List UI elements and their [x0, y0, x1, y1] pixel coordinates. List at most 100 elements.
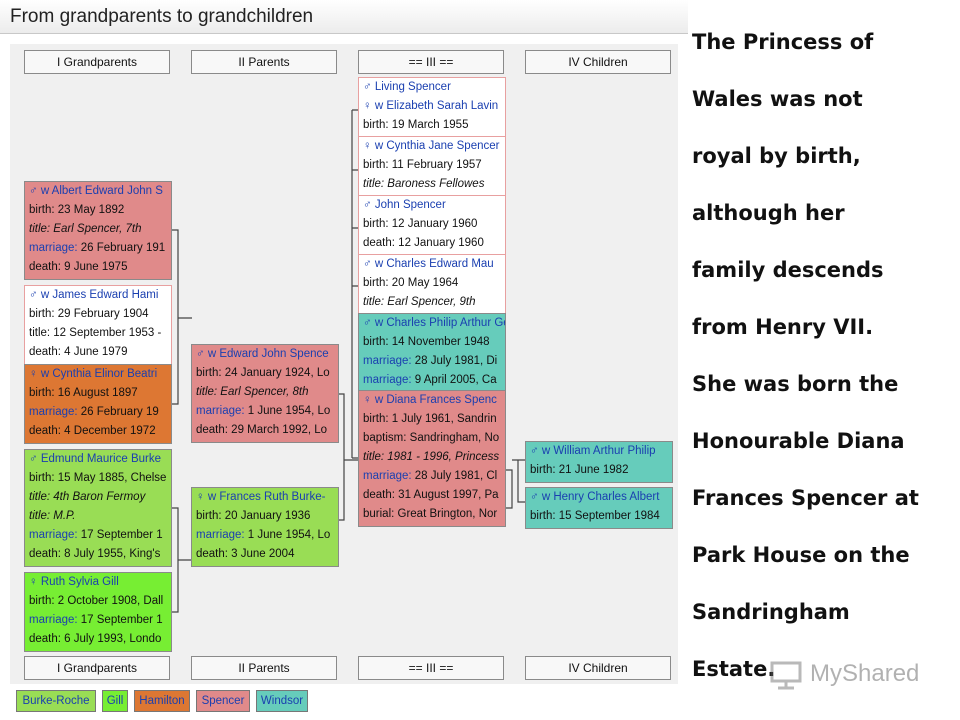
person-name[interactable]: ♀ w Frances Ruth Burke- — [196, 491, 326, 503]
header-parents: II Parents — [191, 50, 337, 74]
person-death: death: 12 January 1960 — [363, 237, 484, 249]
connector-siblings — [351, 109, 358, 459]
marriage-label: marriage: — [363, 470, 412, 482]
person-baptism: baptism: Sandringham, No — [363, 432, 500, 444]
caption-line: Honourable Diana — [692, 429, 905, 453]
marriage-value: 17 September 1 — [77, 614, 163, 626]
marriage-label: marriage: — [29, 406, 78, 418]
person-title: title: 4th Baron Fermoy — [29, 491, 146, 503]
marriage-label: marriage: — [363, 355, 412, 367]
marriage-value: 17 September 1 — [77, 529, 163, 541]
presentation-icon — [770, 661, 802, 690]
person-birth: birth: 23 May 1892 — [29, 204, 125, 216]
person-edward-john-spencer[interactable]: ♂ w Edward John Spence birth: 24 January… — [191, 344, 339, 443]
person-birth: birth: 16 August 1897 — [29, 387, 138, 399]
person-albert-edward-john[interactable]: ♂ w Albert Edward John S birth: 23 May 1… — [24, 181, 172, 280]
person-burial: burial: Great Brington, Nor — [363, 508, 498, 520]
header-generation-3: == III == — [358, 50, 504, 74]
marriage-label: marriage: — [29, 529, 78, 541]
person-birth: birth: 20 January 1936 — [196, 510, 311, 522]
person-title: title: Earl Spencer, 8th — [196, 386, 309, 398]
person-marriage: marriage: 26 February 191 — [25, 239, 171, 258]
person-name[interactable]: ♂ w James Edward Hami — [29, 289, 159, 301]
person-marriage: marriage: 28 July 1981, Cl — [359, 467, 505, 486]
person-death: death: 29 March 1992, Lo — [196, 424, 328, 436]
person-name[interactable]: ♂ w Edward John Spence — [196, 348, 329, 360]
chart-title: From grandparents to grandchildren — [10, 6, 314, 27]
marriage-label: marriage: — [29, 614, 78, 626]
person-marriage: marriage: 28 July 1981, Di — [359, 352, 505, 371]
header-children: IV Children — [525, 50, 671, 74]
person-marriage: marriage: 1 June 1954, Lo — [192, 526, 338, 545]
person-john-spencer[interactable]: ♂ John Spencer birth: 12 January 1960 de… — [358, 195, 506, 255]
person-william-arthur-philip[interactable]: ♂ w William Arthur Philip birth: 21 June… — [525, 441, 673, 483]
person-birth: birth: 29 February 1904 — [29, 308, 149, 320]
marriage-value: 1 June 1954, Lo — [244, 529, 331, 541]
footer-parents: II Parents — [191, 656, 337, 680]
marriage-label: marriage: — [196, 529, 245, 541]
person-name[interactable]: ♀ w Cynthia Elinor Beatri — [29, 368, 158, 380]
marriage-value: 28 July 1981, Cl — [411, 470, 498, 482]
marriage-label: marriage: — [196, 405, 245, 417]
person-marriage: marriage: 9 April 2005, Ca — [359, 371, 505, 390]
person-name[interactable]: ♂ w Charles Edward Mau — [363, 258, 494, 270]
marriage-label: marriage: — [363, 374, 412, 386]
legend-windsor: Windsor — [256, 690, 308, 712]
person-cynthia-elinor-beatrix[interactable]: ♀ w Cynthia Elinor Beatri birth: 16 Augu… — [24, 364, 172, 444]
caption-line: Estate. — [692, 657, 776, 681]
person-name[interactable]: ♂ Edmund Maurice Burke — [29, 453, 161, 465]
person-henry-charles-albert[interactable]: ♂ w Henry Charles Albert birth: 15 Septe… — [525, 487, 673, 529]
chart-title-bar: From grandparents to grandchildren — [0, 0, 688, 34]
legend-burke-roche: Burke-Roche — [16, 690, 96, 712]
person-birth: birth: 24 January 1924, Lo — [196, 367, 330, 379]
person-name[interactable]: ♂ w William Arthur Philip — [530, 445, 656, 457]
person-charles-edward-maurice[interactable]: ♂ w Charles Edward Mau birth: 20 May 196… — [358, 254, 506, 314]
person-name[interactable]: ♀ Ruth Sylvia Gill — [29, 576, 119, 588]
person-birth: birth: 19 March 1955 — [363, 119, 469, 131]
legend-gill: Gill — [102, 690, 128, 712]
person-birth: birth: 15 May 1885, Chelse — [29, 472, 167, 484]
person-death: death: 4 June 1979 — [29, 346, 128, 358]
person-title: title: Earl Spencer, 9th — [363, 296, 476, 308]
marriage-value: 28 July 1981, Di — [411, 355, 498, 367]
person-death: death: 3 June 2004 — [196, 548, 295, 560]
person-title: title: 12 September 1953 - — [29, 327, 162, 339]
caption-line: Park House on the — [692, 543, 910, 567]
person-name[interactable]: ♀ w Diana Frances Spenc — [363, 394, 497, 406]
connector-children — [506, 459, 526, 509]
person-title: title: 1981 - 1996, Princess — [363, 451, 500, 463]
person-death: death: 31 August 1997, Pa — [363, 489, 499, 501]
connector-roche-grandparents — [172, 507, 192, 613]
person-name[interactable]: ♂ w Charles Philip Arthur Ge — [363, 317, 505, 329]
footer-grandparents: I Grandparents — [24, 656, 170, 680]
spouse-name[interactable]: ♀ w Elizabeth Sarah Lavin — [363, 100, 499, 112]
person-name[interactable]: ♂ w Albert Edward John S — [29, 185, 163, 197]
footer-children: IV Children — [525, 656, 671, 680]
person-ruth-sylvia-gill[interactable]: ♀ Ruth Sylvia Gill birth: 2 October 1908… — [24, 572, 172, 652]
caption-text: The Princess of Wales was not royal by b… — [692, 20, 954, 704]
person-frances-ruth-burke[interactable]: ♀ w Frances Ruth Burke- birth: 20 Januar… — [191, 487, 339, 567]
person-diana-frances-spencer[interactable]: ♀ w Diana Frances Spenc birth: 1 July 19… — [358, 390, 506, 527]
person-name[interactable]: ♂ w Henry Charles Albert — [530, 491, 660, 503]
person-edmund-maurice-burke[interactable]: ♂ Edmund Maurice Burke birth: 15 May 188… — [24, 449, 172, 567]
person-marriage: marriage: 17 September 1 — [25, 611, 171, 630]
person-cynthia-jane-spencer[interactable]: ♀ w Cynthia Jane Spencer birth: 11 Febru… — [358, 136, 506, 196]
person-charles-philip-arthur[interactable]: ♂ w Charles Philip Arthur Ge birth: 14 N… — [358, 313, 506, 391]
person-title: title: M.P. — [29, 510, 76, 522]
legend-hamilton: Hamilton — [134, 690, 190, 712]
person-birth: birth: 14 November 1948 — [363, 336, 490, 348]
person-name[interactable]: ♂ Living Spencer — [363, 81, 451, 93]
person-name[interactable]: ♂ John Spencer — [363, 199, 446, 211]
person-living-spencer[interactable]: ♂ Living Spencer ♀ w Elizabeth Sarah Lav… — [358, 77, 506, 137]
person-name[interactable]: ♀ w Cynthia Jane Spencer — [363, 140, 500, 152]
caption-line: royal by birth, — [692, 144, 861, 168]
legend-spencer: Spencer — [196, 690, 250, 712]
header-grandparents: I Grandparents — [24, 50, 170, 74]
person-birth: birth: 12 January 1960 — [363, 218, 478, 230]
watermark-logo: MyShared — [770, 656, 940, 692]
person-death: death: 4 December 1972 — [29, 425, 156, 437]
person-james-edward-hamilton[interactable]: ♂ w James Edward Hami birth: 29 February… — [24, 285, 172, 365]
person-death: death: 6 July 1993, Londo — [29, 633, 162, 645]
person-marriage: marriage: 17 September 1 — [25, 526, 171, 545]
